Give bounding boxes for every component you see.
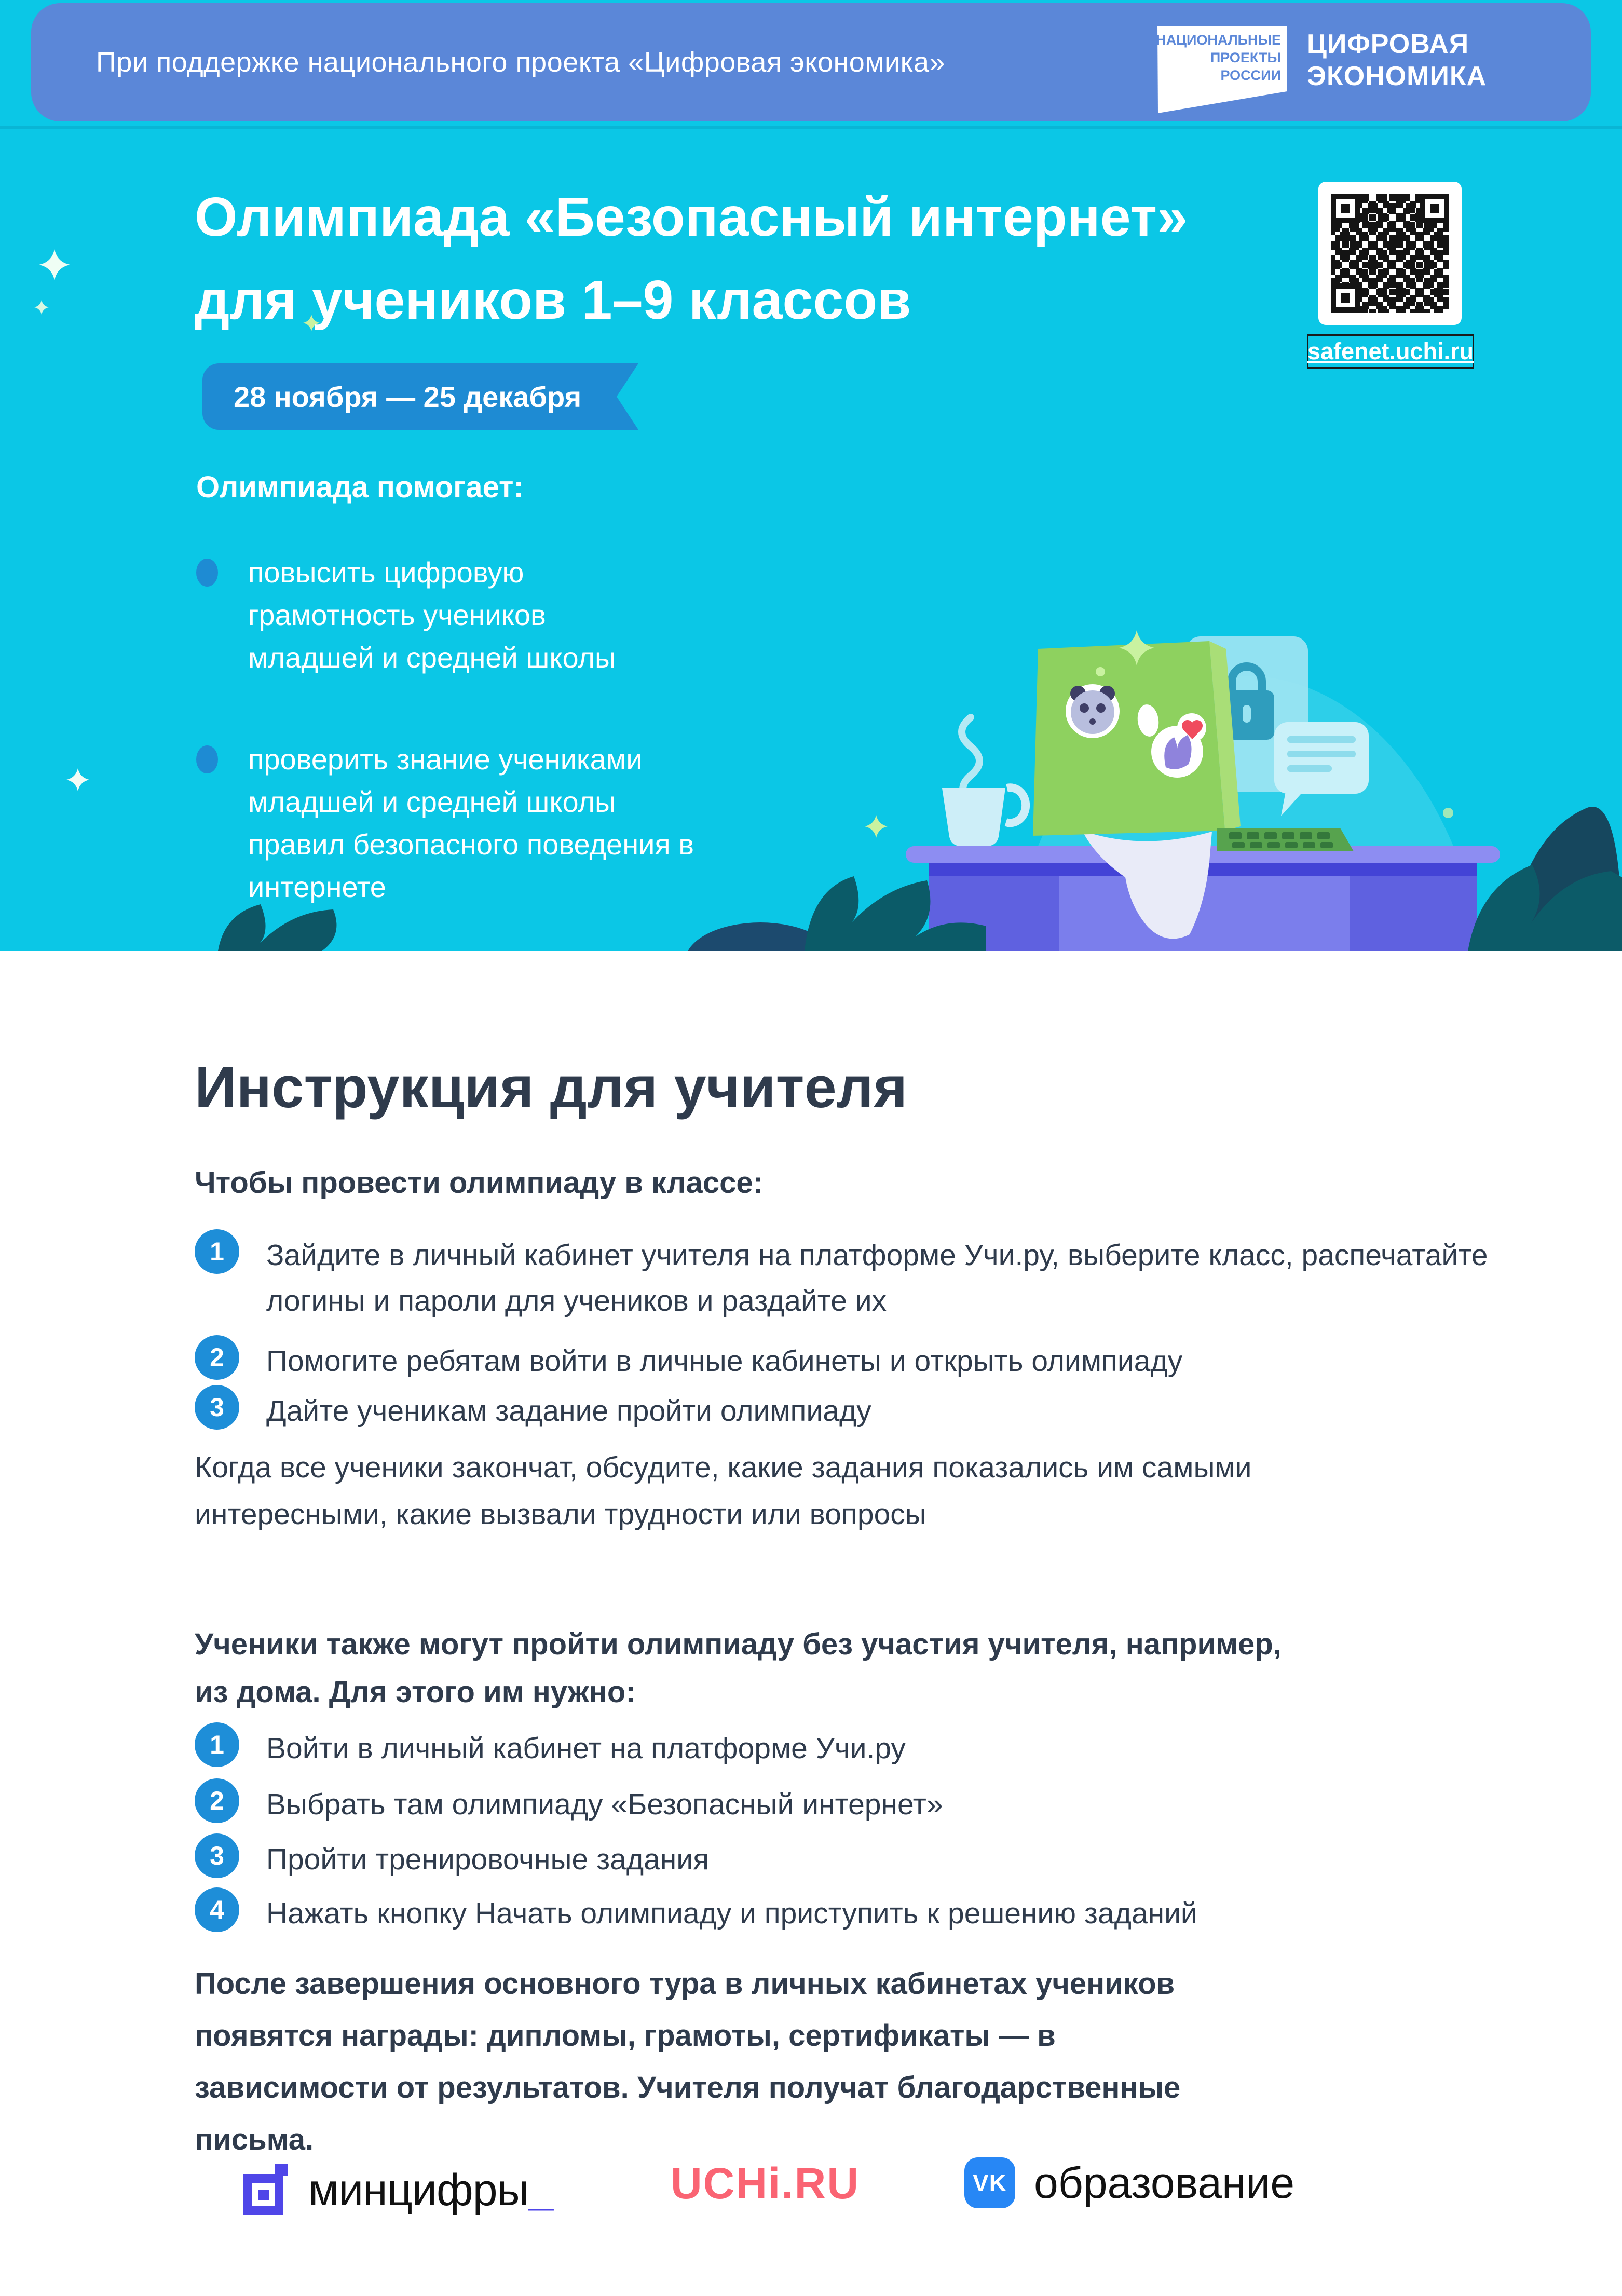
np-line-1: НАЦИОНАЛЬНЫЕ	[1156, 32, 1281, 48]
step-text: Войти в личный кабинет на платформе Учи.…	[266, 1732, 906, 1765]
qr-finder-icon	[1331, 194, 1360, 223]
mound-icon	[688, 922, 833, 951]
title-line-1: Олимпиада «Безопасный интернет»	[195, 186, 1188, 248]
step-number-badge: 1	[195, 1722, 239, 1767]
qr-pattern	[1331, 194, 1449, 313]
awards-note: После завершения основного тура в личных…	[195, 1967, 1181, 2156]
program-line-1: ЦИФРОВАЯ	[1307, 29, 1469, 59]
step-number-badge: 3	[195, 1385, 239, 1430]
home-heading: Ученики также могут пройти олимпиаду без…	[195, 1627, 1282, 1709]
vk-education-label: образование	[1034, 2158, 1295, 2207]
uchi-ru-logo: UCHi.RU	[671, 2159, 860, 2208]
oval-sticker-icon	[1137, 704, 1159, 737]
panda-sticker-icon	[1066, 684, 1120, 738]
qr-link-label[interactable]: safenet.uchi.ru	[1307, 338, 1474, 364]
desk-illustration	[906, 846, 1500, 951]
laptop-illustration	[1033, 641, 1354, 851]
teacher-step-1: 1 Зайдите в личный кабинет учителя на пл…	[195, 1229, 1538, 1324]
support-text: При поддержке национального проекта «Циф…	[96, 47, 946, 78]
discussion-note: Когда все ученики закончат, обсудите, ка…	[195, 1451, 1252, 1531]
bullet-text: повысить цифровую грамотность учеников м…	[248, 556, 616, 674]
ribbon-shape	[202, 363, 638, 430]
student-step-1: 1 Войти в личный кабинет на платформе Уч…	[195, 1722, 906, 1771]
pennant-shape	[1157, 26, 1287, 113]
program-name: ЦИФРОВАЯ ЭКОНОМИКА	[1307, 28, 1487, 92]
helps-heading: Олимпиада помогает:	[196, 470, 524, 504]
instructions-title: Инструкция для учителя	[195, 1055, 908, 1120]
mincifry-label: минцифры_	[308, 2165, 553, 2215]
np-line-3: РОССИИ	[1221, 67, 1281, 83]
classroom-heading: Чтобы провести олимпиаду в классе:	[195, 1166, 763, 1200]
plant-left-icon	[218, 904, 337, 951]
national-projects-logo: НАЦИОНАЛЬНЫЕ ПРОЕКТЫ РОССИИ	[1156, 26, 1287, 113]
plant-right-navy-icon	[1505, 806, 1622, 951]
student-step-2: 2 Выбрать там олимпиаду «Безопасный инте…	[195, 1778, 943, 1827]
mincifry-logo: минцифры_	[243, 2164, 553, 2225]
bullet-dot-icon	[196, 745, 218, 773]
teacher-step-2: 2 Помогите ребятам войти в личные кабине…	[195, 1335, 1182, 1384]
support-banner: При поддержке национального проекта «Циф…	[31, 3, 1591, 121]
cloth-shape	[1082, 831, 1212, 939]
step-number-badge: 1	[195, 1229, 239, 1274]
step-text: Пройти тренировочные задания	[266, 1843, 709, 1876]
date-ribbon: 28 ноября — 25 декабря	[202, 363, 638, 430]
step-number-badge: 2	[195, 1335, 239, 1380]
step-text: Помогите ребятам войти в личные кабинеты…	[266, 1344, 1183, 1378]
step-text: Нажать кнопку Начать олимпиаду и приступ…	[266, 1897, 1197, 1930]
dome-shape	[1008, 676, 1483, 951]
list-item: повысить цифровую грамотность учеников м…	[196, 551, 663, 679]
plant-center-icon	[805, 876, 986, 951]
mincifry-underscore: _	[528, 2165, 553, 2215]
step-number-badge: 2	[195, 1778, 239, 1823]
teacher-step-3: 3 Дайте ученикам задание пройти олимпиад…	[195, 1385, 871, 1434]
vk-icon: VK	[964, 2157, 1015, 2208]
np-line-2: ПРОЕКТЫ	[1210, 50, 1281, 65]
mincifry-icon	[243, 2164, 288, 2225]
hero-section: При поддержке национального проекта «Циф…	[0, 0, 1622, 951]
qr-finder-icon	[1331, 283, 1360, 313]
qr-finder-icon	[1420, 194, 1449, 223]
step-text: Зайдите в личный кабинет учителя на плат…	[266, 1239, 1488, 1317]
program-line-2: ЭКОНОМИКА	[1307, 61, 1487, 91]
lock-phone-icon	[1186, 636, 1308, 792]
step-number-badge: 3	[195, 1833, 239, 1878]
header-divider	[0, 126, 1622, 129]
step-text: Выбрать там олимпиаду «Безопасный интерн…	[266, 1788, 943, 1821]
date-badge: 28 ноября — 25 декабря	[234, 380, 582, 413]
step-number-badge: 4	[195, 1887, 239, 1932]
qr-link-box[interactable]: safenet.uchi.ru	[1307, 334, 1474, 369]
coffee-cup-icon	[942, 714, 1030, 846]
plant-right-teal-icon	[1468, 865, 1622, 951]
student-step-3: 3 Пройти тренировочные задания	[195, 1833, 709, 1882]
bullet-text: проверить знание учениками младшей и сре…	[248, 743, 694, 903]
qr-code	[1318, 182, 1462, 325]
step-text: Дайте ученикам задание пройти олимпиаду	[266, 1394, 871, 1428]
list-item: проверить знание учениками младшей и сре…	[196, 738, 715, 908]
partner-logos: минцифры_ UCHi.RU VK образование	[0, 2154, 1622, 2237]
title-line-2: для учеников 1–9 классов	[195, 269, 911, 331]
vk-education-logo: VK образование	[964, 2157, 1294, 2208]
student-step-4: 4 Нажать кнопку Начать олимпиаду и прист…	[195, 1887, 1197, 1936]
speech-bubble-icon	[1274, 722, 1369, 816]
bullet-dot-icon	[196, 559, 218, 587]
tulip-heart-sticker-icon	[1151, 713, 1206, 778]
page-title: Олимпиада «Безопасный интернет» для учен…	[195, 175, 1188, 342]
